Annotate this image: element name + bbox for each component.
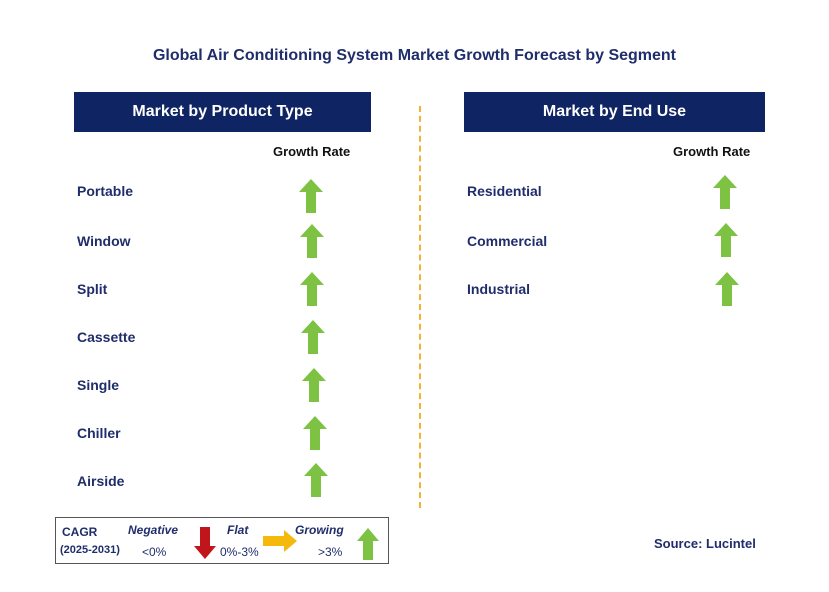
arrow-right-icon	[263, 530, 297, 552]
arrow-up-icon	[300, 224, 324, 258]
panel-divider	[419, 106, 421, 508]
legend-flat-label: Flat	[227, 523, 249, 537]
row-label-chiller: Chiller	[77, 425, 121, 441]
cagr-legend: CAGR (2025-2031) Negative <0% Flat 0%-3%…	[55, 517, 389, 564]
arrow-up-icon	[304, 463, 328, 497]
arrow-up-icon	[301, 320, 325, 354]
row-label-residential: Residential	[467, 183, 542, 199]
end-use-header: Market by End Use	[464, 92, 765, 132]
arrow-up-icon	[715, 272, 739, 306]
legend-negative-label: Negative	[128, 523, 179, 537]
row-label-airside: Airside	[77, 473, 125, 489]
row-label-commercial: Commercial	[467, 233, 548, 249]
source-credit: Source: Lucintel	[654, 536, 756, 551]
legend-cagr-label: CAGR	[62, 525, 98, 539]
arrow-up-icon	[299, 179, 323, 213]
arrow-up-icon	[357, 528, 379, 560]
row-label-single: Single	[77, 377, 120, 393]
arrow-down-icon	[194, 527, 216, 559]
chart-title: Global Air Conditioning System Market Gr…	[152, 47, 677, 64]
enduse-growth-rate-header: Growth Rate	[673, 144, 751, 159]
row-label-industrial: Industrial	[467, 281, 531, 297]
arrow-up-icon	[713, 175, 737, 209]
arrow-up-icon	[714, 223, 738, 257]
product-type-header: Market by Product Type	[74, 92, 371, 132]
legend-period: (2025-2031)	[60, 544, 120, 556]
legend-growing-range: >3%	[318, 545, 343, 559]
legend-growing-label: Growing	[295, 523, 344, 537]
legend-flat-range: 0%-3%	[220, 545, 259, 559]
arrow-up-icon	[300, 272, 324, 306]
product-growth-rate-header: Growth Rate	[273, 144, 351, 159]
row-label-cassette: Cassette	[77, 329, 136, 345]
arrow-up-icon	[303, 416, 327, 450]
legend-negative-range: <0%	[142, 545, 167, 559]
row-label-window: Window	[77, 233, 131, 249]
arrow-up-icon	[302, 368, 326, 402]
row-label-portable: Portable	[77, 183, 134, 199]
row-label-split: Split	[77, 281, 108, 297]
